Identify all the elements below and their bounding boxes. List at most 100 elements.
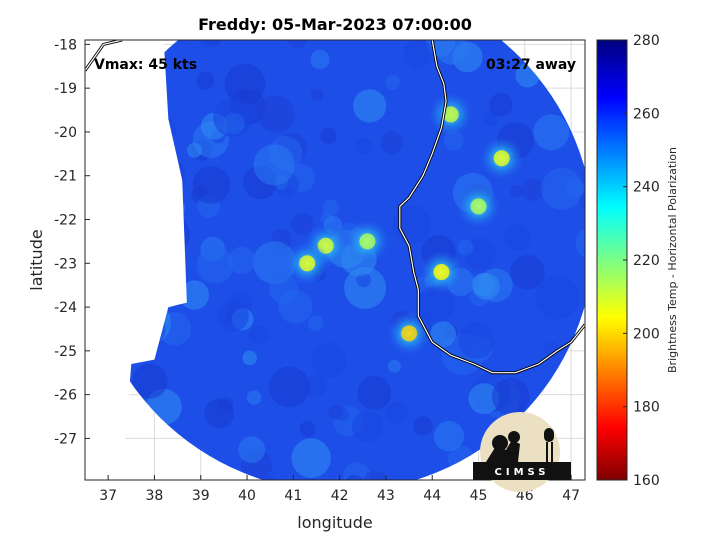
warm-feature-core: [470, 198, 487, 215]
colorbar-ticks: 160 180 200 220 240 260 280: [623, 33, 660, 489]
x-tick-label: 42: [331, 488, 349, 504]
swath-blob: [252, 241, 297, 285]
time-away-annotation: 03:27 away: [486, 57, 576, 73]
y-tick-label: -23: [54, 256, 77, 272]
swath-blob: [535, 275, 580, 320]
swath-blob: [196, 71, 215, 90]
swath-blob: [310, 49, 330, 70]
colorbar-tick-label: 220: [633, 253, 660, 269]
y-tick-label: -26: [54, 388, 77, 404]
swath-blob: [334, 406, 349, 422]
logo-dish-left-icon: [492, 435, 508, 451]
coastline-madagascar: [399, 40, 585, 374]
colorbar-label: Brightness Temp - Horizontal Polarizatio…: [666, 147, 679, 373]
colorbar-tick-label: 180: [633, 400, 660, 416]
x-axis-label: longitude: [297, 513, 372, 532]
swath-blob: [483, 111, 499, 126]
swath-edge-mask: [85, 40, 187, 480]
x-tick-label: 40: [238, 488, 256, 504]
logo-text: CIMSS: [495, 467, 550, 478]
swath-blob: [433, 420, 465, 452]
x-tick-label: 39: [192, 488, 210, 504]
swath-blob: [457, 239, 474, 256]
swath-blob: [344, 266, 387, 310]
swath-blob: [196, 246, 234, 284]
swath-blob: [179, 280, 210, 310]
swath-blob: [310, 88, 324, 102]
swath-blob: [403, 40, 433, 69]
swath-blob: [434, 40, 469, 65]
swath-blob: [430, 321, 457, 347]
y-tick-label: -25: [54, 344, 77, 360]
swath-blob: [227, 246, 256, 275]
y-axis-label: latitude: [27, 229, 46, 290]
swath-blob: [541, 167, 583, 210]
x-tick-label: 44: [423, 488, 441, 504]
swath-blob: [354, 137, 372, 155]
y-tick-label: -19: [54, 81, 77, 97]
logo-dish-icon: [486, 440, 520, 462]
colorbar-tick-label: 160: [633, 473, 660, 489]
swath-blob: [565, 179, 585, 199]
logo-tower-leg-icon: [546, 442, 548, 462]
warm-feature-core: [433, 264, 450, 281]
swath-blob: [238, 436, 266, 464]
plot-border: [84, 39, 586, 481]
swath-blob: [458, 322, 495, 359]
x-tick-label: 47: [562, 488, 580, 504]
swath-blob: [278, 289, 313, 324]
swath-blob: [320, 127, 337, 144]
y-tick-label: -18: [54, 37, 77, 53]
swath-blob: [248, 325, 269, 345]
swath-blob: [533, 114, 570, 151]
warm-feature-core: [493, 150, 510, 167]
logo-tower-leg2-icon: [551, 442, 553, 462]
x-tick-label: 37: [99, 488, 117, 504]
warm-feature-core: [442, 106, 459, 123]
colorbar-tick-label: 260: [633, 106, 660, 122]
swath-blob: [322, 199, 340, 216]
swath-blob: [385, 401, 408, 425]
swath-blob: [307, 315, 324, 332]
swath-blob: [387, 359, 401, 373]
y-tick-label: -22: [54, 213, 77, 229]
swath-blob: [263, 475, 276, 480]
swath-blob: [217, 300, 249, 332]
x-tick-label: 43: [377, 488, 395, 504]
colorbar-tick-label: 200: [633, 326, 660, 342]
swath-blob: [468, 383, 500, 415]
swath-blob: [213, 98, 253, 138]
x-tick-label: 41: [284, 488, 302, 504]
x-tick-label: 45: [470, 488, 488, 504]
swath-blob: [509, 184, 523, 198]
swath-blob: [132, 363, 168, 399]
swath-blob: [363, 470, 387, 480]
coastline-africa: [85, 40, 123, 71]
chart-title: Freddy: 05-Mar-2023 07:00:00: [198, 15, 472, 34]
logo-tower-icon: [544, 428, 554, 442]
swath-blob: [413, 416, 433, 436]
logo-banner: [473, 462, 571, 480]
swath-blob: [192, 165, 231, 204]
swath-blob: [489, 92, 513, 117]
swath-blob: [257, 95, 295, 133]
swath-blob: [353, 89, 387, 123]
swath-blob: [253, 144, 295, 186]
colorbar: [596, 39, 628, 481]
swath-blob: [385, 75, 401, 90]
x-tick-label: 38: [146, 488, 164, 504]
swath-blob: [310, 342, 347, 379]
swath-blob: [417, 285, 455, 323]
swath-blob: [491, 377, 530, 416]
y-tick-label: -24: [54, 300, 77, 316]
swath-blob: [380, 131, 404, 155]
swath-blob: [521, 178, 544, 201]
y-tick-label: -21: [54, 169, 77, 185]
swath-blob: [510, 254, 545, 290]
colorbar-tick-label: 240: [633, 180, 660, 196]
logo-dish-right-icon: [508, 431, 520, 443]
swath-blob: [579, 190, 585, 211]
y-tick-label: -20: [54, 125, 77, 141]
x-tick-label: 46: [516, 488, 534, 504]
swath-blob: [303, 375, 327, 398]
